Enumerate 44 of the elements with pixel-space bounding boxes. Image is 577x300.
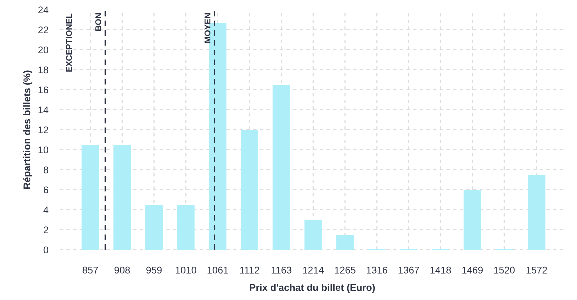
bar [528,175,546,250]
bar [336,235,354,250]
bar [209,23,227,250]
y-tick-label: 22 [38,26,48,34]
bar [114,145,132,250]
ref-line-label: BON [96,14,102,31]
x-tick-label: 1572 [526,266,548,274]
y-tick-label: 18 [38,66,48,74]
y-tick-label: 10 [38,146,49,154]
x-tick-label: 1265 [335,266,356,274]
x-tick-label: 1316 [367,266,388,274]
bar [177,205,195,250]
annotation: EXCEPTIONEL [66,14,72,72]
x-tick-label: 1367 [398,266,420,274]
x-tick-label: 1061 [208,266,228,274]
x-tick-label: 1418 [430,266,452,274]
y-tick-label: 0 [44,246,49,254]
x-tick-label: 1214 [303,266,324,274]
bar [146,205,163,250]
y-tick-label: 24 [38,6,49,14]
y-tick-label: 6 [44,186,48,194]
y-tick-label: 2 [44,226,48,234]
x-tick-label: 1112 [240,266,260,274]
y-tick-label: 4 [44,206,49,214]
y-tick-label: 12 [38,126,48,134]
y-tick-label: 16 [38,86,48,94]
bar [272,85,290,250]
y-axis-title: Répartition des billets (%) [23,70,33,190]
x-axis-title: Prix d'achat du billet (Euro) [250,284,376,294]
ref-line-label: MOYEN [204,14,211,43]
x-tick-label: 1520 [494,266,515,274]
bar [82,145,100,250]
x-tick-label: 908 [114,266,130,274]
y-tick-label: 20 [38,46,49,54]
bar [304,220,322,250]
bar [464,190,482,250]
y-tick-label: 8 [44,166,48,174]
x-tick-label: 857 [82,266,98,274]
x-tick-label: 959 [146,266,162,274]
y-tick-label: 14 [38,106,49,114]
bar [241,130,259,250]
x-tick-label: 1469 [462,266,483,274]
x-tick-label: 1010 [176,266,197,274]
x-tick-label: 1163 [272,266,292,274]
